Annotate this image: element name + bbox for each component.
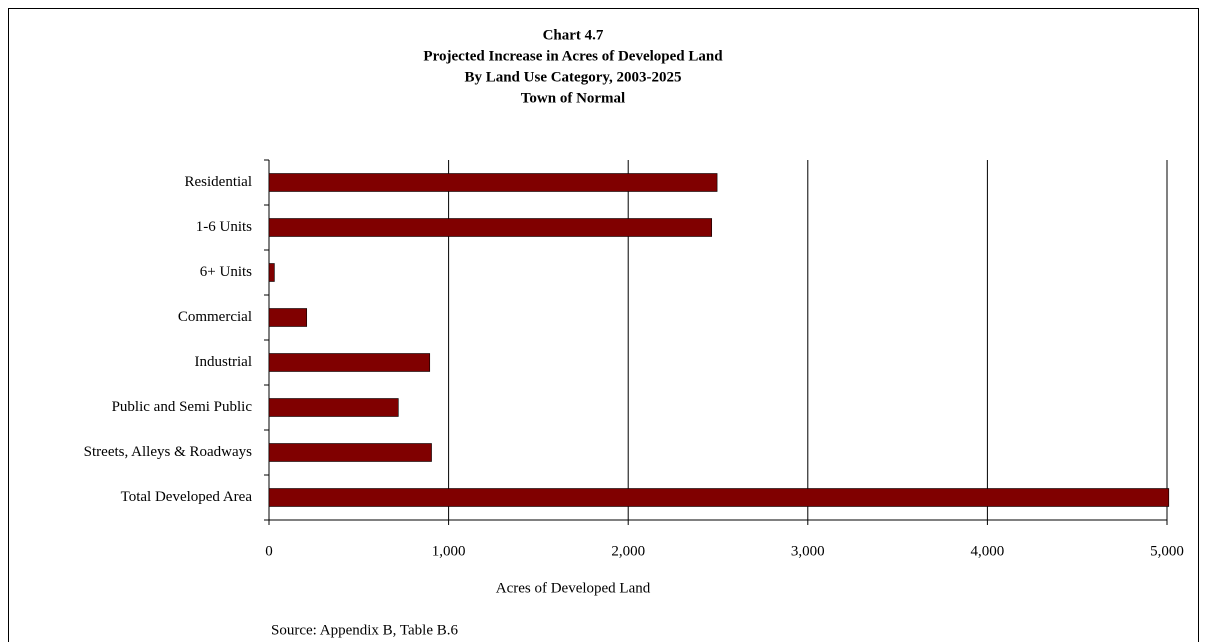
- x-tick-label: 4,000: [971, 543, 1005, 559]
- y-tick-label: Streets, Alleys & Roadways: [84, 444, 252, 460]
- bar: [268, 398, 399, 417]
- y-tick-label: Industrial: [195, 354, 253, 370]
- x-tick-label: 1,000: [432, 543, 466, 559]
- y-tick-label: 6+ Units: [200, 264, 252, 280]
- bar: [268, 218, 713, 237]
- bar: [268, 308, 308, 327]
- chart-title: By Land Use Category, 2003-2025: [464, 69, 681, 85]
- y-tick-label: 1-6 Units: [196, 219, 252, 235]
- chart-title: Chart 4.7: [543, 27, 604, 43]
- source-note: Source: Appendix B, Table B.6: [271, 622, 458, 638]
- chart-title: Projected Increase in Acres of Developed…: [423, 48, 723, 64]
- x-tick-label: 3,000: [791, 543, 825, 559]
- bar: [268, 443, 432, 462]
- y-tick-label: Total Developed Area: [121, 489, 253, 505]
- y-tick-label: Public and Semi Public: [112, 399, 253, 415]
- chart-title: Town of Normal: [521, 90, 625, 106]
- y-tick-label: Residential: [185, 174, 253, 190]
- x-tick-label: 2,000: [611, 543, 645, 559]
- bar: [268, 173, 718, 192]
- x-tick-label: 0: [265, 543, 273, 559]
- y-tick-label: Commercial: [178, 309, 252, 325]
- bar: [268, 263, 275, 282]
- chart-frame: [8, 8, 1199, 642]
- x-axis-label: Acres of Developed Land: [496, 580, 651, 596]
- x-tick-label: 5,000: [1150, 543, 1184, 559]
- bar: [268, 488, 1170, 507]
- bar: [268, 353, 431, 372]
